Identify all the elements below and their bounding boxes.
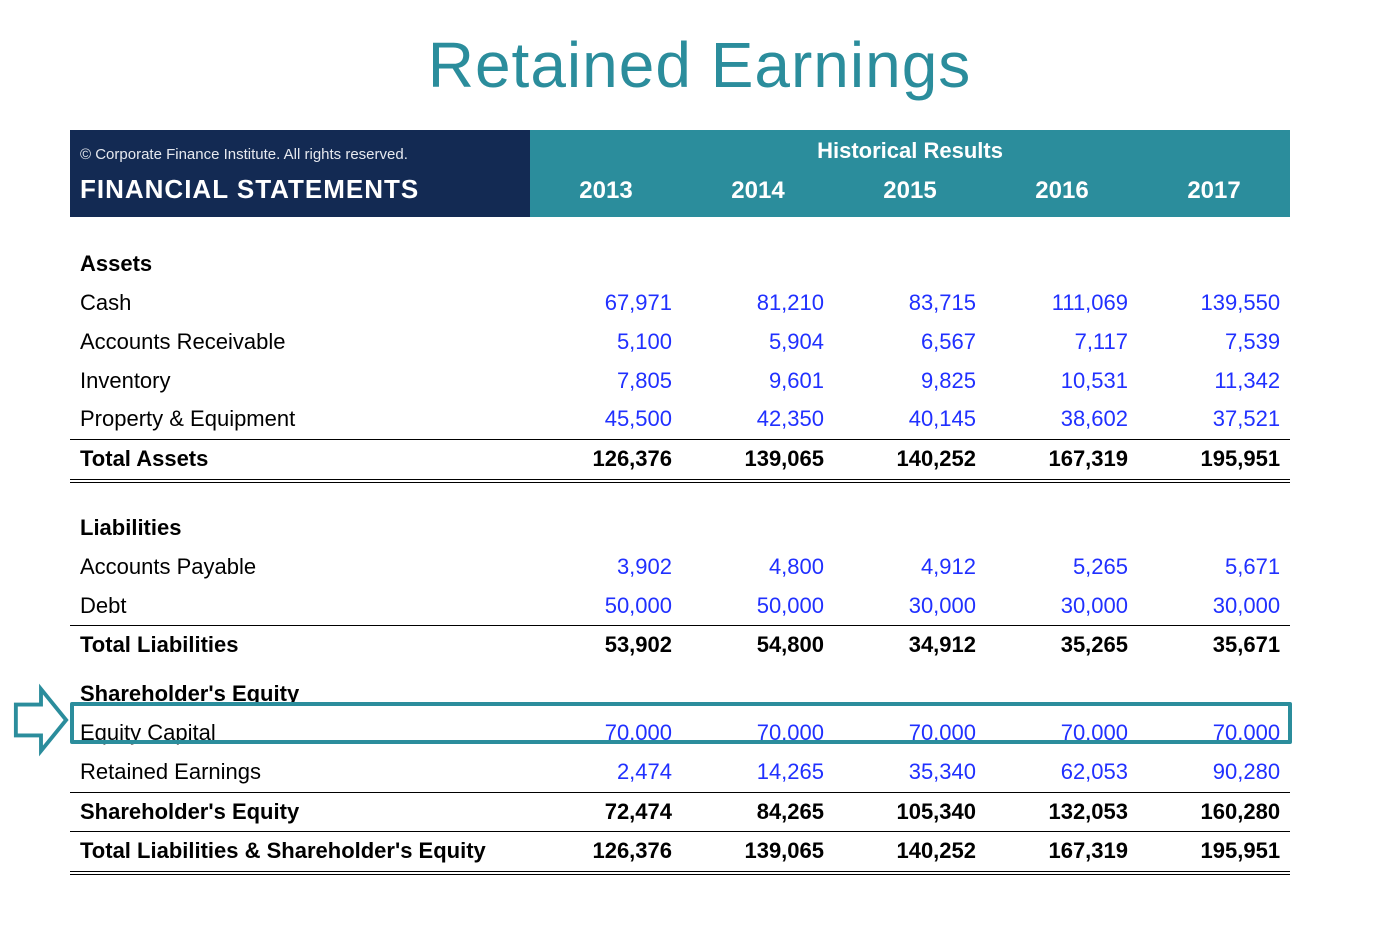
row-total-liabilities: Total Liabilities 53,902 54,800 34,912 3…: [70, 626, 1290, 665]
year-2016: 2016: [986, 169, 1138, 217]
row-debt: Debt 50,000 50,000 30,000 30,000 30,000: [70, 587, 1290, 626]
year-2013: 2013: [530, 169, 682, 217]
liabilities-heading: Liabilities: [70, 499, 530, 548]
arrow-right-icon: [12, 680, 70, 760]
section-liabilities: Liabilities: [70, 499, 1290, 548]
equity-heading: Shareholder's Equity: [70, 665, 530, 714]
historical-results-label: Historical Results: [530, 130, 1290, 169]
row-shareholders-equity: Shareholder's Equity 72,474 84,265 105,3…: [70, 792, 1290, 832]
financial-table: © Corporate Finance Institute. All right…: [70, 130, 1290, 875]
table-header-top: © Corporate Finance Institute. All right…: [70, 130, 1290, 169]
page-title: Retained Earnings: [0, 0, 1399, 102]
row-total-assets: Total Assets 126,376 139,065 140,252 167…: [70, 440, 1290, 481]
copyright-text: © Corporate Finance Institute. All right…: [70, 130, 530, 169]
row-ap: Accounts Payable 3,902 4,800 4,912 5,265…: [70, 548, 1290, 587]
row-cash: Cash 67,971 81,210 83,715 111,069 139,55…: [70, 284, 1290, 323]
year-2017: 2017: [1138, 169, 1290, 217]
financial-statements-sheet: © Corporate Finance Institute. All right…: [70, 130, 1290, 875]
year-2015: 2015: [834, 169, 986, 217]
row-ar: Accounts Receivable 5,100 5,904 6,567 7,…: [70, 323, 1290, 362]
assets-heading: Assets: [70, 235, 530, 284]
row-ppe: Property & Equipment 45,500 42,350 40,14…: [70, 400, 1290, 439]
section-assets: Assets: [70, 235, 1290, 284]
financial-statements-label: FINANCIAL STATEMENTS: [70, 169, 530, 217]
row-total-liab-equity: Total Liabilities & Shareholder's Equity…: [70, 832, 1290, 873]
row-retained-earnings: Retained Earnings 2,474 14,265 35,340 62…: [70, 753, 1290, 792]
row-equity-capital: Equity Capital 70,000 70,000 70,000 70,0…: [70, 714, 1290, 753]
row-inventory: Inventory 7,805 9,601 9,825 10,531 11,34…: [70, 362, 1290, 401]
year-2014: 2014: [682, 169, 834, 217]
section-equity: Shareholder's Equity: [70, 665, 1290, 714]
table-header-bottom: FINANCIAL STATEMENTS 2013 2014 2015 2016…: [70, 169, 1290, 217]
